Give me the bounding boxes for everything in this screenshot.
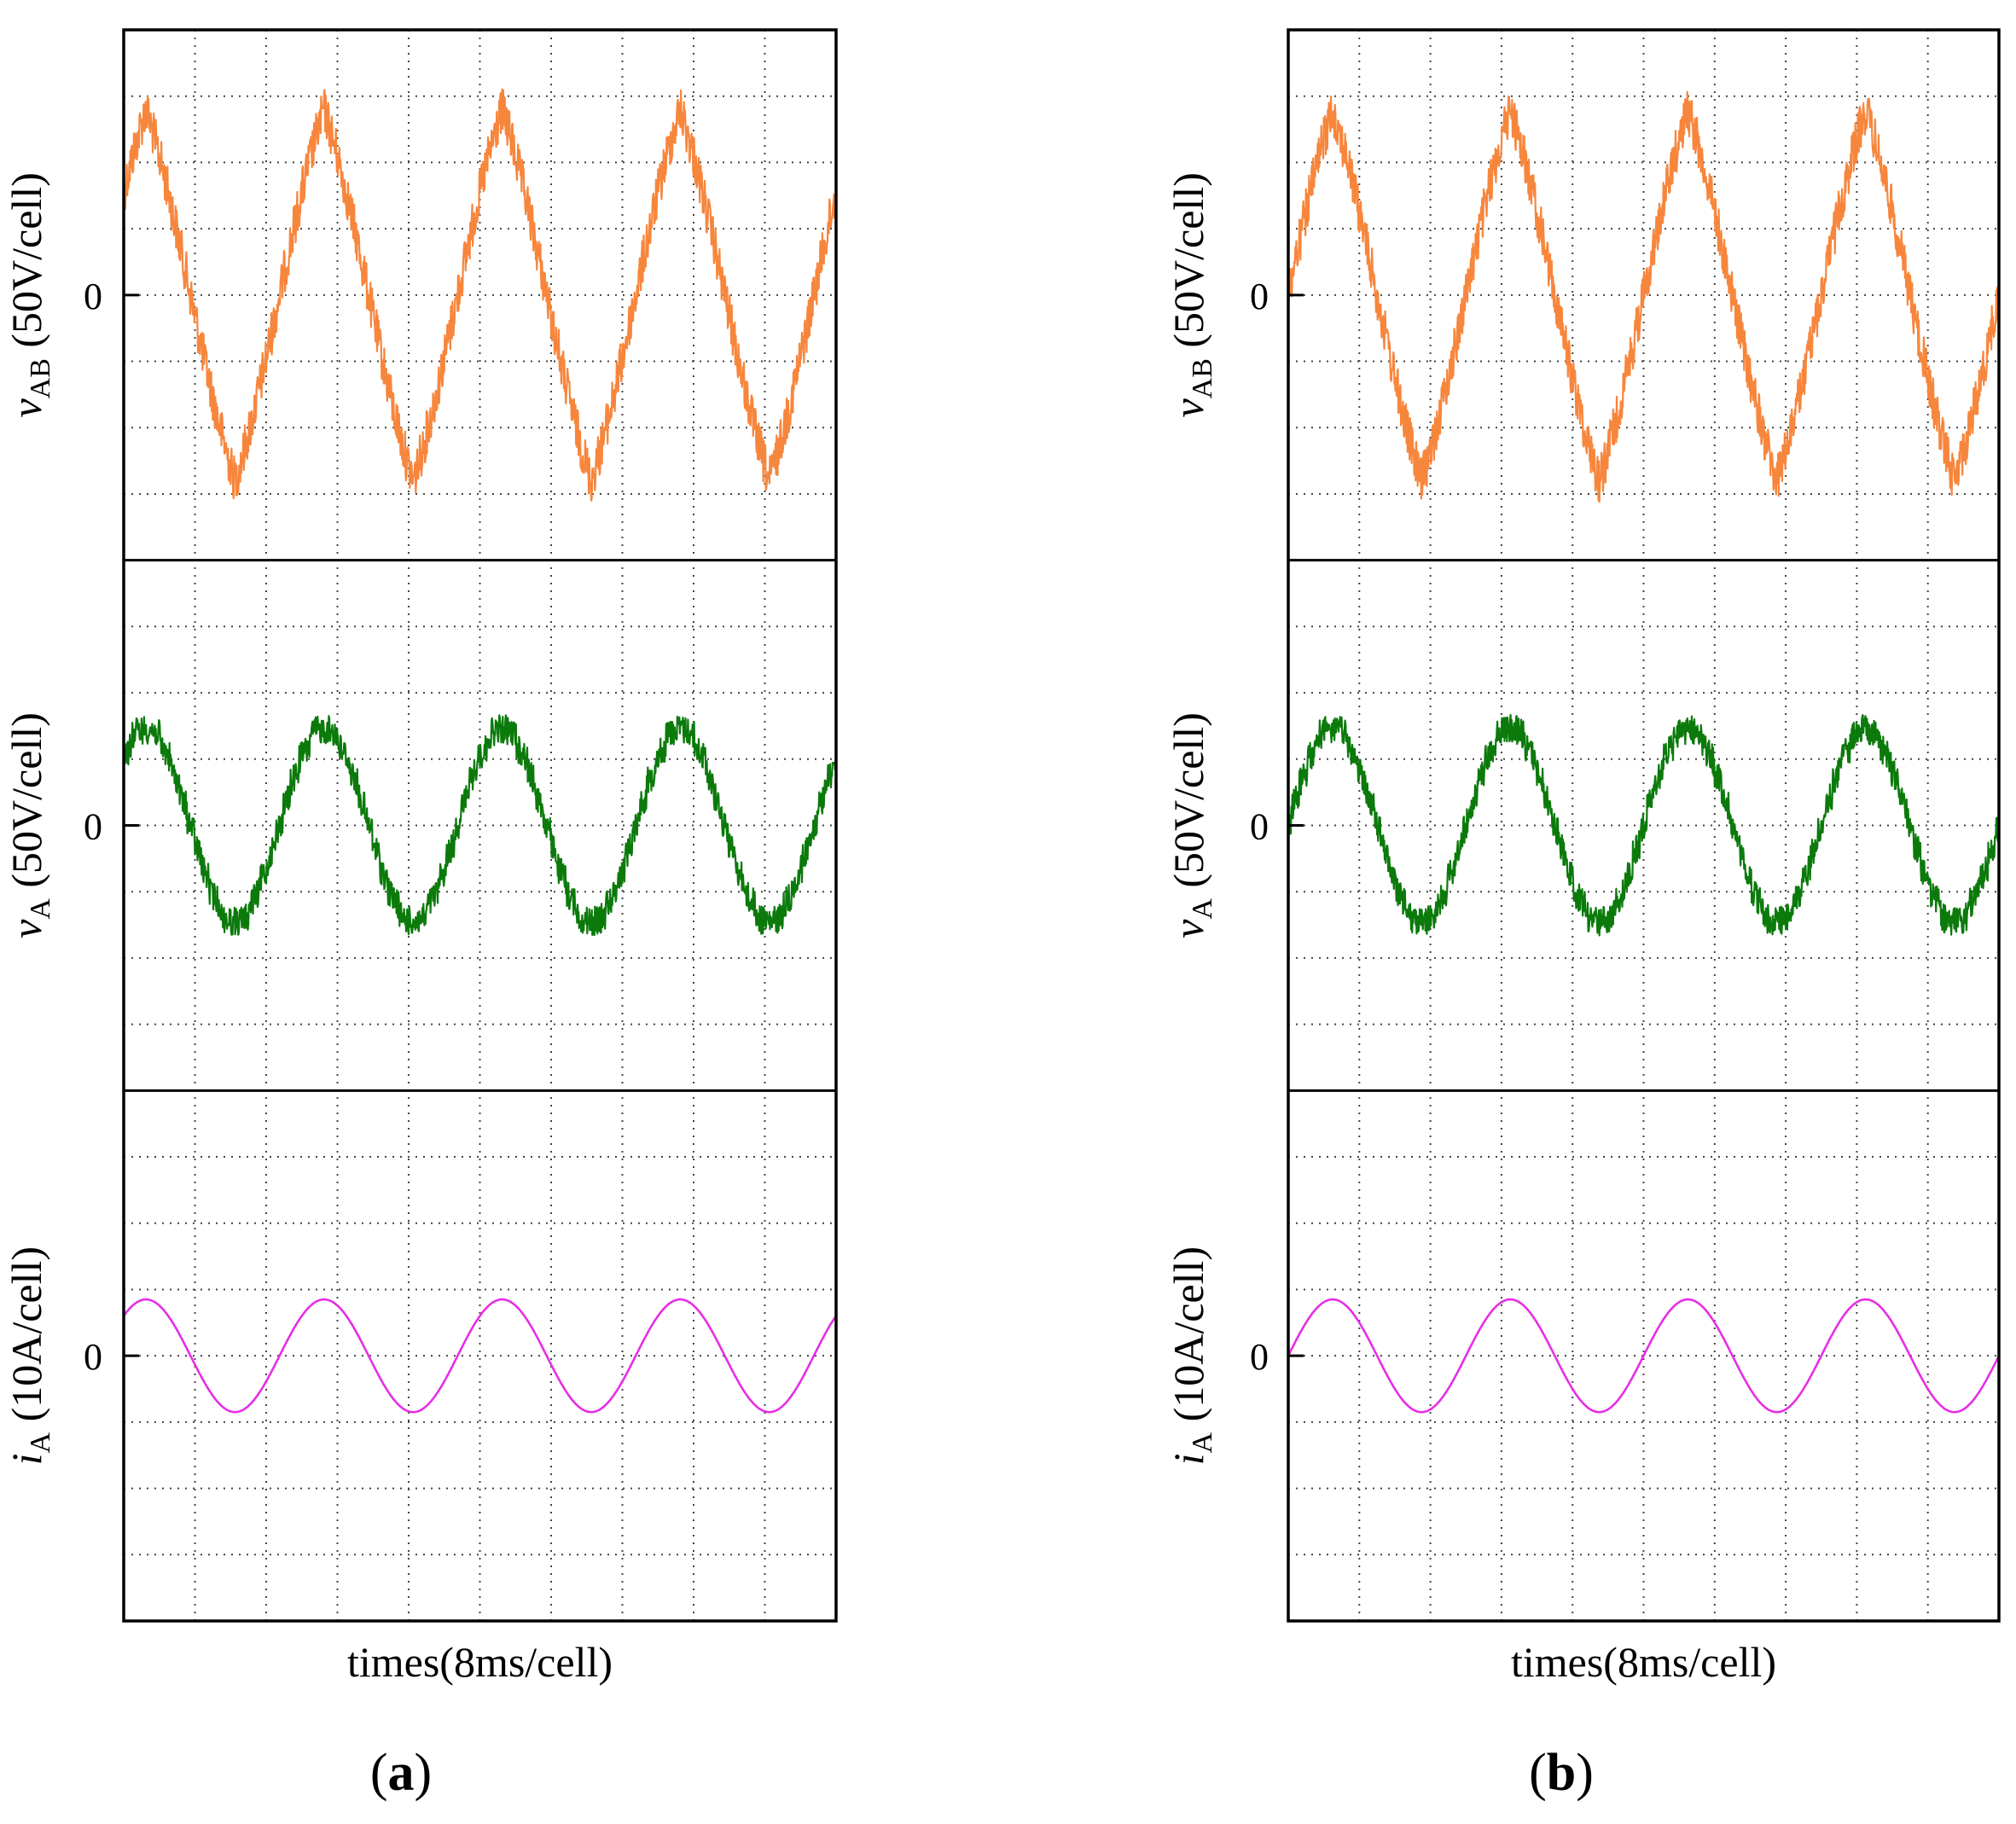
zero-label: 0 [84,806,102,848]
zero-label: 0 [1250,806,1269,848]
zero-label: 0 [1250,276,1269,317]
ylabel-subscript: A [1187,1432,1218,1453]
waveform-vAB [1287,90,2001,503]
ylabel-subscript: A [25,1432,56,1453]
plot-frame [1287,28,2001,1623]
zero-label: 0 [84,1336,102,1378]
ylabel-vAB: vAB (50V/cell) [1165,172,1218,417]
waveform-vA [122,714,838,937]
waveform-vAB [122,88,838,502]
ylabel-symbol: v [1165,919,1212,938]
ylabel-vA: vA (50V/cell) [3,712,56,938]
x-axis-label: times(8ms/cell) [1511,1638,1776,1686]
x-axis-label: times(8ms/cell) [347,1638,613,1686]
ylabel-iA: iA (10A/cell) [3,1246,56,1465]
panel-caption-letter: a [388,1744,415,1802]
ylabel-unit: (50V/cell) [3,712,50,898]
ylabel-symbol: v [1165,398,1212,418]
ylabel-symbol: i [1165,1453,1212,1465]
grid-lines [1288,30,1999,1621]
ylabel-vAB: vAB (50V/cell) [3,172,56,417]
ylabel-unit: (50V/cell) [1165,172,1212,358]
zero-label: 0 [1250,1336,1269,1378]
waveform-iA [1287,1298,2001,1414]
ylabel-unit: (10A/cell) [3,1246,50,1432]
ylabel-vA: vA (50V/cell) [1165,712,1218,938]
plot-frame [122,28,838,1623]
panel-caption: (a) [370,1744,432,1802]
ylabel-unit: (50V/cell) [3,172,50,358]
ylabel-subscript: AB [1187,358,1218,398]
waveform-vA [1287,713,2001,937]
grid-lines [124,30,836,1621]
ylabel-symbol: i [3,1453,50,1465]
ylabel-subscript: AB [25,358,56,398]
ylabel-symbol: v [3,919,50,938]
ylabel-unit: (10A/cell) [1165,1246,1212,1432]
ylabel-iA: iA (10A/cell) [1165,1246,1218,1465]
zero-label: 0 [84,276,102,317]
ylabel-subscript: A [1187,898,1218,920]
ylabel-subscript: A [25,898,56,920]
ylabel-symbol: v [3,398,50,418]
panel-caption: (b) [1529,1744,1594,1802]
ylabel-unit: (50V/cell) [1165,712,1212,898]
waveform-iA [122,1298,838,1414]
panel-caption-letter: b [1547,1744,1576,1802]
